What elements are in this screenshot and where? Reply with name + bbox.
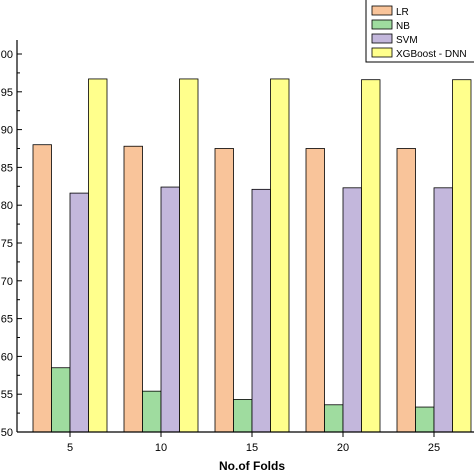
bar-lr-25 (396, 148, 416, 433)
legend: LR NB SVM XGBoost - DNN (365, 0, 474, 63)
y-tick-label: 75 (1, 238, 13, 250)
x-tick-label: 10 (155, 442, 167, 454)
bar-xgboost-dnn-15 (270, 78, 290, 433)
y-tick-label: 00 (1, 49, 13, 61)
bar-lr-10 (123, 145, 143, 433)
x-tick-label: 15 (246, 442, 258, 454)
bar-nb-5 (51, 367, 71, 433)
x-ticks-group: 5 10 15 20 25 (67, 432, 440, 454)
y-tick-label: 50 (1, 427, 13, 439)
bar-lr-15 (214, 148, 234, 433)
y-tick-label: 70 (1, 276, 13, 288)
x-tick-label: 20 (337, 442, 349, 454)
legend-label: XGBoost - DNN (396, 49, 467, 60)
x-axis-label: No.of Folds (219, 459, 285, 473)
y-tick-label: 90 (1, 125, 13, 137)
bar-nb-25 (415, 406, 435, 433)
legend-swatch (371, 19, 393, 30)
y-tick-label: 80 (1, 200, 13, 212)
x-tick-label: 25 (428, 442, 440, 454)
plot-area: 00 95 90 85 80 75 70 65 60 55 50 5 10 15 20 25 (1, 40, 474, 454)
legend-label: SVM (396, 35, 418, 46)
legend-label: LR (396, 7, 409, 18)
bar-nb-20 (324, 404, 344, 433)
bar-nb-15 (233, 399, 253, 433)
bar-svm-20 (342, 187, 362, 433)
legend-swatch (371, 5, 393, 16)
bar-nb-10 (142, 390, 162, 433)
bar-svm-10 (160, 186, 180, 433)
y-tick-label: 85 (1, 162, 13, 174)
bar-svm-25 (433, 187, 453, 433)
axes-group (16, 40, 474, 433)
bar-xgboost-dnn-25 (452, 79, 472, 433)
bar-svm-15 (251, 188, 271, 433)
legend-swatch (371, 33, 393, 44)
legend-label: NB (396, 21, 410, 32)
y-tick-label: 65 (1, 314, 13, 326)
y-ticks-group: 00 95 90 85 80 75 70 65 60 55 50 (1, 49, 22, 439)
y-tick-label: 55 (1, 389, 13, 401)
bar-svm-5 (69, 192, 89, 433)
bar-xgboost-dnn-5 (88, 78, 108, 433)
bars-group (32, 78, 472, 433)
y-tick-label: 95 (1, 87, 13, 99)
x-tick-label: 5 (67, 442, 73, 454)
bar-xgboost-dnn-20 (361, 79, 381, 433)
bar-lr-5 (32, 144, 52, 433)
bar-lr-20 (305, 148, 325, 433)
bar-xgboost-dnn-10 (179, 78, 199, 433)
y-tick-label: 60 (1, 351, 13, 363)
legend-swatch (371, 47, 393, 58)
